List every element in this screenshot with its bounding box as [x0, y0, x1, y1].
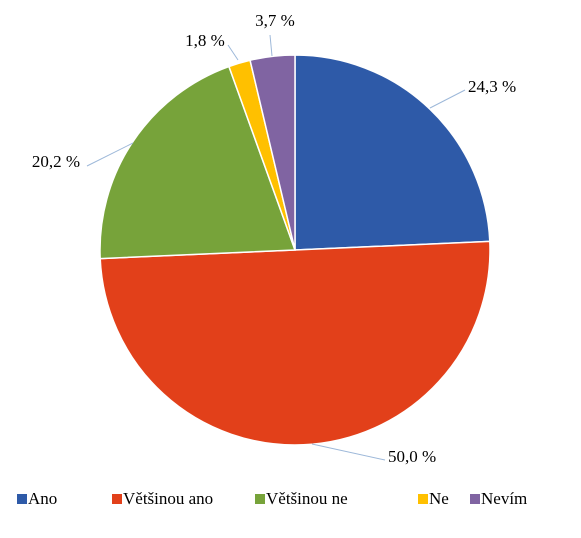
pie-slice [99, 65, 297, 260]
legend-label: Ne [429, 489, 449, 508]
legend-label: Většinou ano [123, 489, 213, 508]
legend-label: Nevím [481, 489, 527, 508]
legend-label: Většinou ne [266, 489, 348, 508]
data-label: 50,0 % [388, 447, 436, 466]
legend-swatch [17, 494, 27, 504]
leader-line [269, 34, 273, 57]
pie-slice [99, 240, 491, 446]
leader-line [429, 89, 466, 109]
legend-swatch [112, 494, 122, 504]
pie-slice [294, 54, 491, 251]
leader-line [227, 44, 239, 61]
legend-label: Ano [28, 489, 57, 508]
data-label: 3,7 % [255, 11, 295, 30]
data-label: 24,3 % [468, 77, 516, 96]
legend-swatch [470, 494, 480, 504]
legend-swatch [418, 494, 428, 504]
pie-slice [249, 54, 296, 251]
data-label: 1,8 % [185, 31, 225, 50]
data-label: 20,2 % [32, 152, 80, 171]
leader-line [86, 142, 134, 167]
legend-swatch [255, 494, 265, 504]
leader-line [311, 443, 386, 461]
